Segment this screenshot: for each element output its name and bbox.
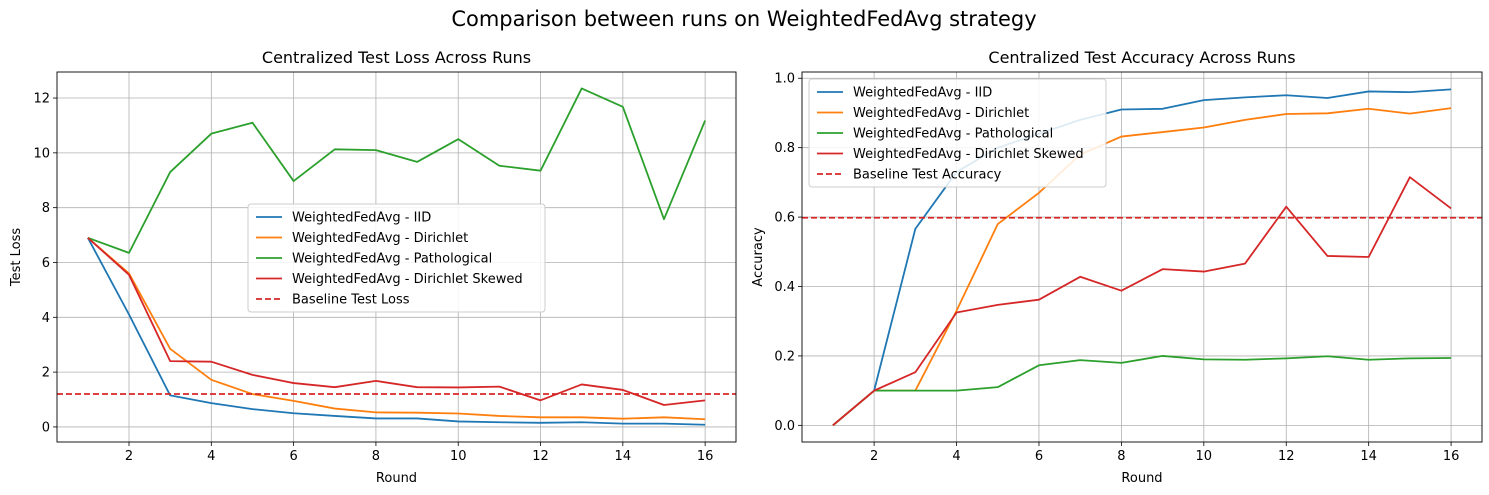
accuracy-chart: 2 4 6 8 10 12 14 16 0.0 0.2 0.4 0.6 0.8 1.0 Centralize… (751, 48, 1483, 486)
series-line (87, 237, 706, 406)
y-tick-label: 12 (33, 92, 50, 107)
y-tick-label: 0.0 (774, 419, 795, 434)
legend-label: WeightedFedAvg - IID (292, 211, 431, 226)
legend-box (247, 203, 546, 313)
x-tick-label: 10 (450, 449, 467, 464)
legend-label: WeightedFedAvg - Pathological (292, 252, 492, 267)
y-tick-label: 0.4 (774, 280, 795, 295)
axes-frame (56, 71, 737, 443)
x-tick-label: 2 (125, 449, 133, 464)
x-tick-label: 4 (952, 449, 960, 464)
series-line (832, 107, 1452, 427)
x-tick-label: 6 (289, 449, 297, 464)
series-line (87, 87, 706, 254)
x-tick-label: 14 (1360, 449, 1377, 464)
series-line (832, 355, 1452, 427)
figure-title: Comparison between runs on WeightedFedAv… (451, 7, 1036, 31)
x-axis-label: Round (376, 471, 417, 486)
legend-label: WeightedFedAvg - Pathological (853, 127, 1053, 142)
x-tick-label: 12 (532, 449, 549, 464)
y-tick-label: 10 (33, 146, 50, 161)
x-tick-label: 8 (372, 449, 380, 464)
y-tick-label: 0 (42, 420, 50, 435)
legend-label: WeightedFedAvg - Dirichlet (853, 106, 1029, 121)
x-tick-label: 12 (1278, 449, 1295, 464)
legend-label: WeightedFedAvg - Dirichlet (292, 231, 468, 246)
x-tick-label: 16 (1443, 449, 1460, 464)
loss-chart-title: Centralized Test Loss Across Runs (262, 48, 531, 67)
x-tick-label: 14 (615, 449, 632, 464)
series-line (87, 237, 706, 426)
y-axis-label: Accuracy (751, 227, 766, 287)
x-tick-label: 4 (207, 449, 215, 464)
loss-chart: 2 4 6 8 10 12 14 16 0 2 4 6 8 10 12 Centralized Test Lo… (9, 48, 737, 486)
y-tick-label: 8 (42, 201, 50, 216)
x-tick-label: 10 (1196, 449, 1213, 464)
x-tick-label: 8 (1117, 449, 1125, 464)
x-tick-label: 2 (870, 449, 878, 464)
series-line (87, 237, 706, 421)
accuracy-chart-title: Centralized Test Accuracy Across Runs (988, 48, 1295, 67)
axes-frame (801, 71, 1483, 443)
y-tick-label: 2 (42, 366, 50, 381)
series-line (832, 88, 1452, 427)
y-tick-label: 4 (42, 311, 50, 326)
series-line (832, 176, 1452, 427)
x-tick-label: 16 (697, 449, 714, 464)
legend-label: WeightedFedAvg - Dirichlet Skewed (292, 272, 523, 287)
accuracy-legend: WeightedFedAvg - IID WeightedFedAvg - Dir… (808, 78, 1107, 188)
y-tick-label: 0.8 (774, 141, 795, 156)
y-axis-label: Test Loss (9, 228, 24, 287)
legend-label: WeightedFedAvg - Dirichlet Skewed (853, 147, 1084, 162)
y-tick-label: 0.2 (774, 349, 795, 364)
y-tick-label: 1.0 (774, 72, 795, 87)
y-tick-label: 0.6 (774, 211, 795, 226)
legend-label: WeightedFedAvg - IID (853, 86, 992, 101)
x-tick-label: 6 (1035, 449, 1043, 464)
y-tick-label: 6 (42, 256, 50, 271)
legend-label: Baseline Test Accuracy (853, 168, 1002, 183)
legend-box (808, 78, 1107, 188)
loss-legend: WeightedFedAvg - IID WeightedFedAvg - Dir… (247, 203, 546, 313)
legend-label: Baseline Test Loss (292, 293, 410, 308)
x-axis-label: Round (1121, 471, 1162, 486)
